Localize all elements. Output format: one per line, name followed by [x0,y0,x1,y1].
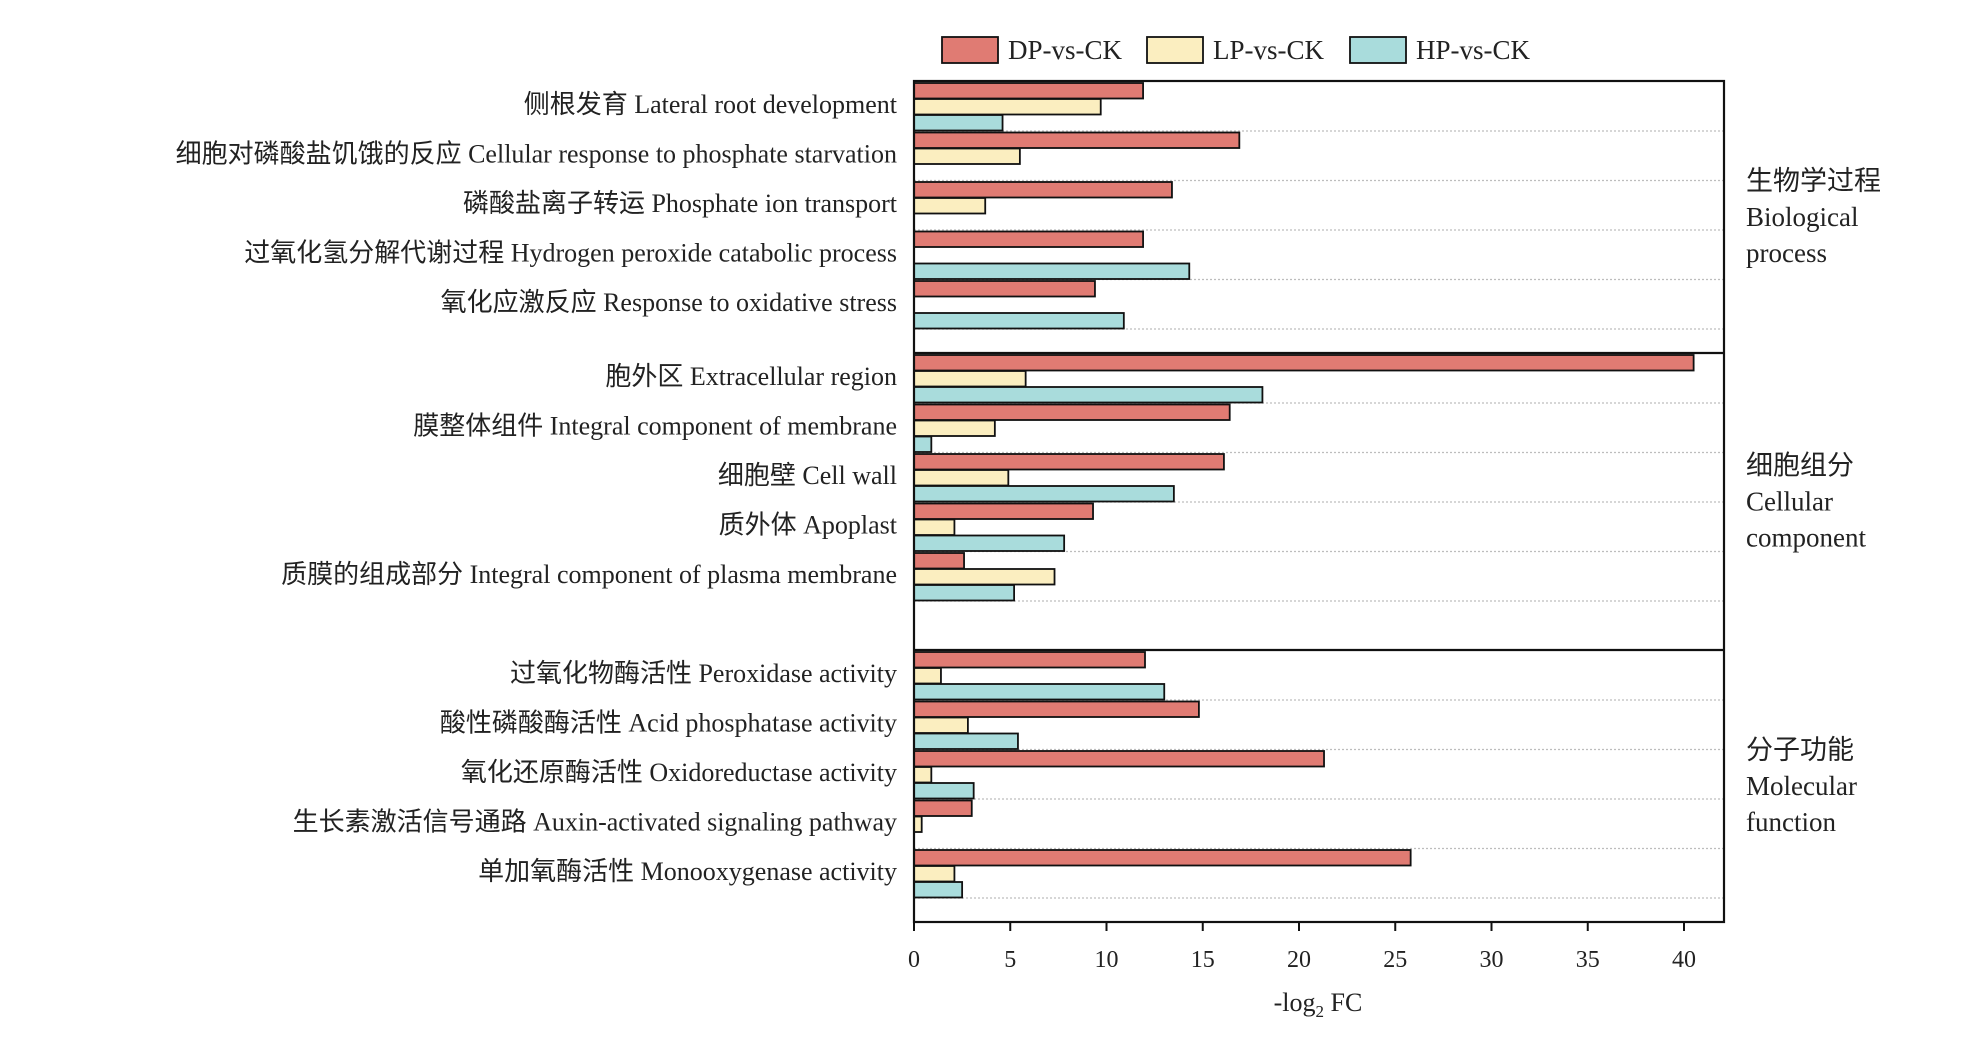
bar-hp-vs-ck [913,584,1015,602]
x-tick-label: 30 [1480,947,1504,973]
plot-frame [912,79,1726,924]
bar-hp-vs-ck [913,312,1125,330]
bar-hp-vs-ck [913,732,1019,750]
category-label: 过氧化物酶活性 Peroxidase activity [510,659,897,688]
category-label: 侧根发育 Lateral root development [524,90,898,119]
bar-dp-vs-ck [913,403,1231,421]
category-label: 质外体 Apoplast [719,511,898,540]
bar-lp-vs-ck [913,667,942,685]
group-separators [914,351,1724,652]
legend-item-dp-vs-ck: DP-vs-CK [941,35,1123,65]
legend-item-lp-vs-ck: LP-vs-CK [1146,35,1325,65]
legend: DP-vs-CK LP-vs-CK HP-vs-CK [941,35,1531,65]
legend-swatch [1146,36,1204,64]
bar-lp-vs-ck [913,419,996,437]
bar-dp-vs-ck [913,849,1412,867]
bar-dp-vs-ck [913,280,1096,298]
legend-label: HP-vs-CK [1416,35,1531,65]
bar-hp-vs-ck [913,114,1004,132]
bar-hp-vs-ck [913,782,975,800]
bar-dp-vs-ck [913,131,1241,149]
x-axis: 0 5 10 15 20 25 30 35 40 [908,922,1696,973]
category-label: 膜整体组件 Integral component of membrane [413,412,897,441]
x-tick-label: 35 [1576,947,1600,973]
legend-swatch [1349,36,1407,64]
bar-lp-vs-ck [913,865,956,883]
x-axis-title: -log2 FC [1274,988,1363,1021]
bar-hp-vs-ck [913,881,964,899]
legend-swatch [941,36,999,64]
category-label: 氧化还原酶活性 Oxidoreductase activity [461,758,897,787]
bar-dp-vs-ck [913,82,1144,100]
group-label: 细胞组分 Cellular component [1746,451,1866,553]
x-tick-label: 15 [1191,947,1215,973]
group-label: 生物学过程 Biological process [1746,166,1881,268]
bar-dp-vs-ck [913,230,1144,248]
group-label: 分子功能 Molecular function [1746,735,1857,837]
bar-dp-vs-ck [913,502,1094,520]
category-label: 酸性磷酸酶活性 Acid phosphatase activity [440,709,897,738]
bar-dp-vs-ck [913,453,1225,471]
bar-lp-vs-ck [913,815,923,833]
category-label: 胞外区 Extracellular region [605,362,897,391]
bar-lp-vs-ck [913,518,956,536]
bar-dp-vs-ck [913,552,965,570]
category-labels: 侧根发育 Lateral root development 细胞对磷酸盐饥饿的反应… [176,90,898,886]
category-label: 氧化应激反应 Response to oxidative stress [441,288,897,317]
bar-lp-vs-ck [913,197,987,215]
category-label: 单加氧酶活性 Monooxygenase activity [478,857,897,886]
gridlines [914,130,1724,899]
bar-hp-vs-ck [913,485,1175,503]
bar-lp-vs-ck [913,370,1027,388]
bar-lp-vs-ck [913,568,1056,586]
bar-dp-vs-ck [913,354,1695,372]
bar-dp-vs-ck [913,799,973,817]
bar-hp-vs-ck [913,683,1166,701]
group-labels: 生物学过程 Biological process 细胞组分 Cellular compon… [1746,166,1881,837]
bar-lp-vs-ck [913,716,969,734]
x-tick-label: 10 [1095,947,1119,973]
legend-label: DP-vs-CK [1008,35,1123,65]
bar-dp-vs-ck [913,181,1173,199]
x-tick-label: 0 [908,947,920,973]
bar-hp-vs-ck [913,534,1066,552]
bar-lp-vs-ck [913,98,1102,116]
bar-hp-vs-ck [913,386,1264,404]
bar-dp-vs-ck [913,750,1325,768]
bar-hp-vs-ck [913,435,933,453]
x-tick-label: 5 [1004,947,1016,973]
x-tick-label: 20 [1287,947,1311,973]
bar-lp-vs-ck [913,469,1010,487]
legend-label: LP-vs-CK [1213,35,1325,65]
x-tick-label: 25 [1383,947,1407,973]
category-label: 磷酸盐离子转运 Phosphate ion transport [463,189,898,218]
bar-lp-vs-ck [913,766,933,784]
category-label: 细胞对磷酸盐饥饿的反应 Cellular response to phospha… [176,140,897,169]
bar-dp-vs-ck [913,700,1200,718]
category-label: 细胞壁 Cell wall [718,461,897,490]
category-label: 过氧化氢分解代谢过程 Hydrogen peroxide catabolic p… [244,239,897,268]
bar-dp-vs-ck [913,651,1146,669]
legend-item-hp-vs-ck: HP-vs-CK [1349,35,1531,65]
x-tick-label: 40 [1672,947,1696,973]
bars [913,82,1695,899]
bar-lp-vs-ck [913,147,1021,165]
category-label: 质膜的组成部分 Integral component of plasma mem… [281,560,897,589]
bar-hp-vs-ck [913,262,1191,280]
category-label: 生长素激活信号通路 Auxin-activated signaling path… [293,808,897,837]
